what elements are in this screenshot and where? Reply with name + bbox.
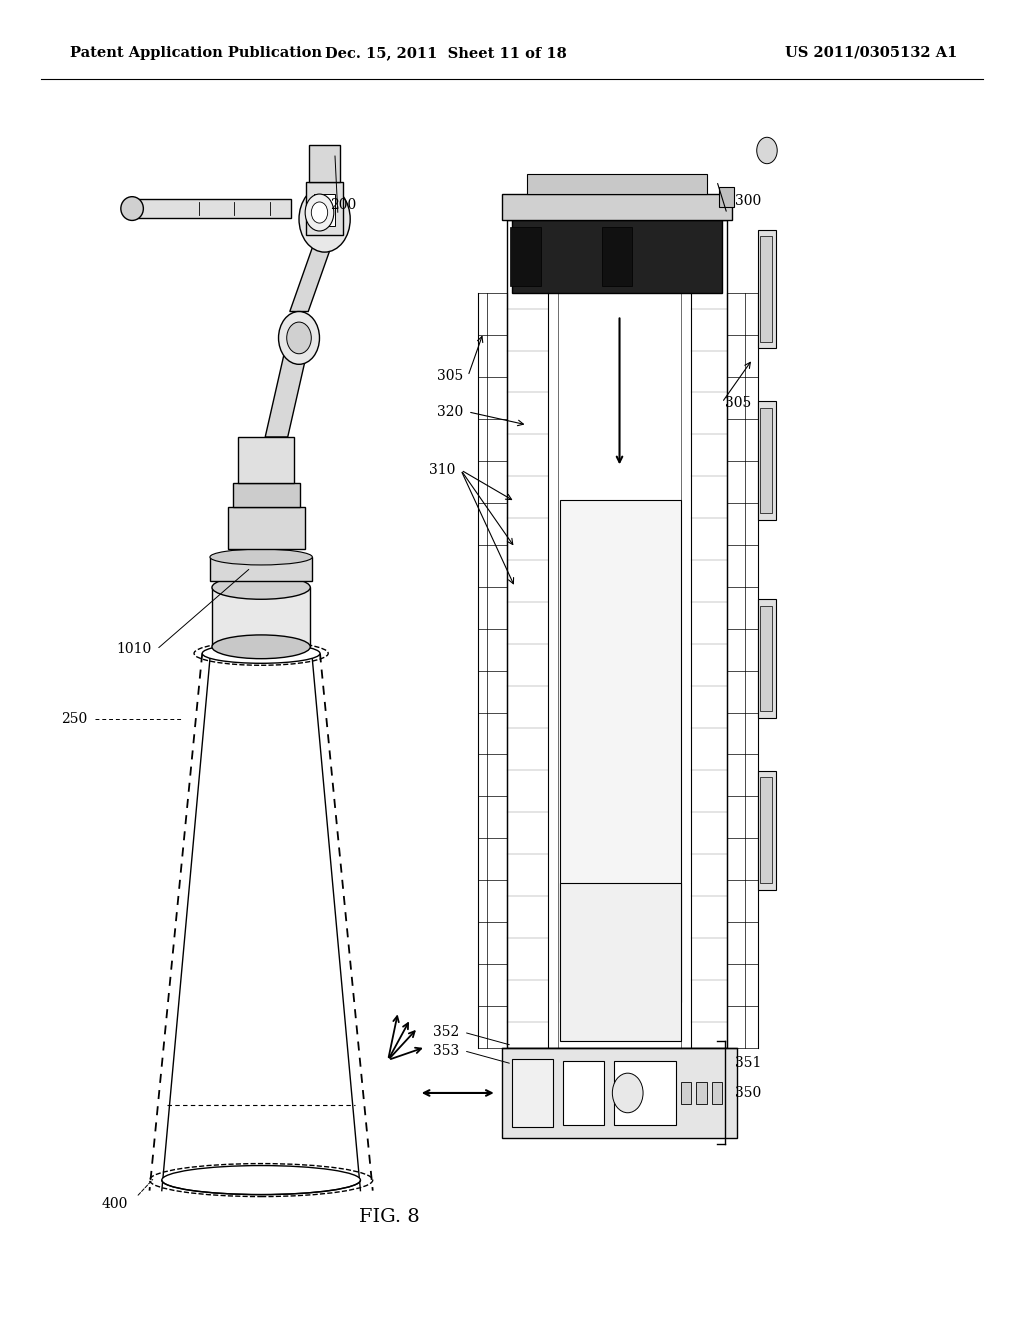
Text: 350: 350 [735, 1086, 762, 1100]
Circle shape [305, 194, 334, 231]
Bar [760, 777, 772, 883]
Bar [760, 236, 772, 342]
Bar [563, 1061, 604, 1125]
Bar [602, 227, 633, 286]
Text: 310: 310 [429, 463, 456, 477]
Bar [233, 483, 299, 507]
Bar [681, 1082, 691, 1104]
Circle shape [279, 312, 319, 364]
Ellipse shape [212, 576, 310, 599]
Ellipse shape [162, 1166, 360, 1195]
Bar [507, 220, 727, 1048]
Bar [719, 187, 734, 207]
Bar [132, 199, 291, 218]
Bar [502, 1048, 737, 1138]
Bar [314, 194, 335, 226]
Text: 305: 305 [725, 396, 752, 409]
Circle shape [287, 322, 311, 354]
Bar [309, 145, 340, 182]
Bar [614, 1061, 676, 1125]
Text: 200: 200 [330, 198, 356, 211]
Polygon shape [265, 338, 310, 437]
Bar [510, 227, 541, 286]
Bar [560, 500, 681, 1002]
Text: 250: 250 [60, 713, 87, 726]
Bar [512, 1059, 553, 1127]
Bar [502, 194, 732, 220]
Text: 351: 351 [735, 1056, 762, 1069]
Ellipse shape [212, 635, 310, 659]
Text: US 2011/0305132 A1: US 2011/0305132 A1 [785, 46, 957, 59]
Text: 1010: 1010 [117, 643, 152, 656]
Bar [227, 507, 305, 549]
Ellipse shape [203, 644, 319, 663]
Polygon shape [290, 239, 334, 312]
Bar [758, 401, 776, 520]
Bar [712, 1082, 722, 1104]
Text: 353: 353 [432, 1044, 459, 1057]
Text: 352: 352 [432, 1026, 459, 1039]
Bar [560, 883, 681, 1041]
Bar [512, 220, 722, 293]
Circle shape [299, 186, 350, 252]
Ellipse shape [121, 197, 143, 220]
Bar [527, 174, 707, 194]
Bar [758, 771, 776, 890]
Bar [758, 230, 776, 348]
Text: 400: 400 [101, 1197, 128, 1210]
Bar [238, 437, 295, 483]
Circle shape [311, 202, 328, 223]
Text: FIG. 8: FIG. 8 [358, 1208, 420, 1226]
Circle shape [612, 1073, 643, 1113]
Text: Patent Application Publication: Patent Application Publication [70, 46, 322, 59]
Text: Dec. 15, 2011  Sheet 11 of 18: Dec. 15, 2011 Sheet 11 of 18 [325, 46, 566, 59]
Bar [758, 599, 776, 718]
Circle shape [757, 137, 777, 164]
Ellipse shape [210, 549, 312, 565]
Text: 305: 305 [436, 370, 463, 383]
Bar [760, 408, 772, 513]
Bar [210, 557, 312, 581]
Text: 320: 320 [436, 405, 463, 418]
Text: 300: 300 [735, 194, 762, 207]
Bar [760, 606, 772, 711]
Bar [306, 182, 343, 235]
Bar [696, 1082, 707, 1104]
Bar [212, 587, 310, 647]
